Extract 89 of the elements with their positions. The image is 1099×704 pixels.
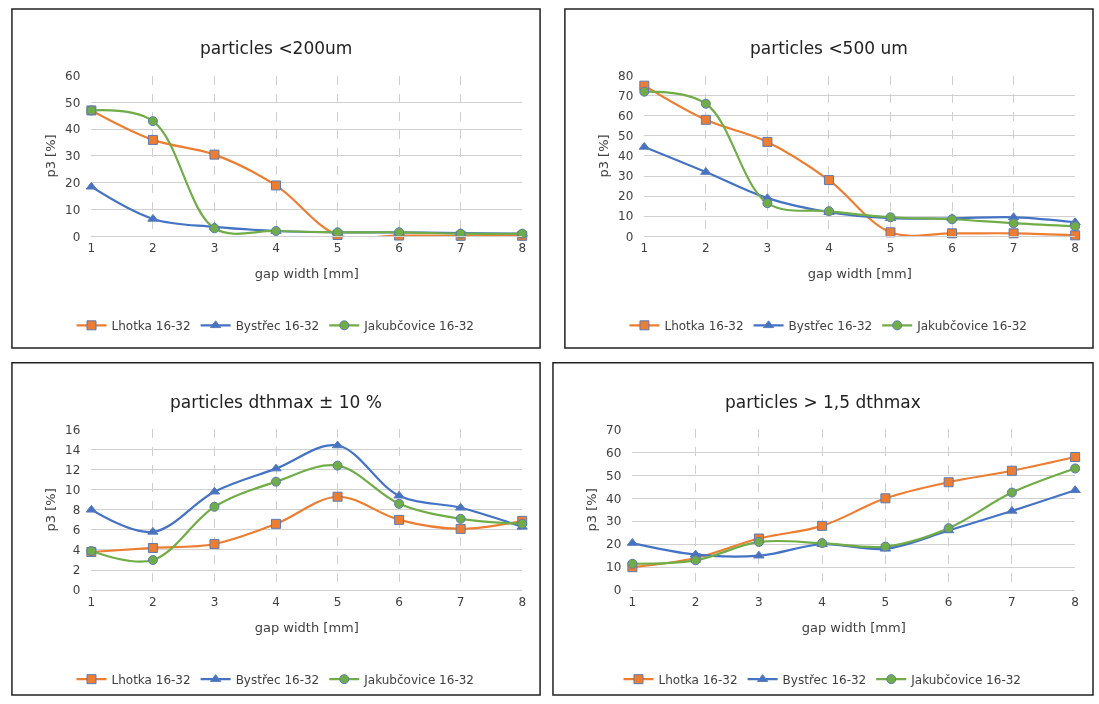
y-tick-label: 50 <box>65 95 81 110</box>
x-tick-label: 8 <box>1071 594 1079 609</box>
x-tick-label: 6 <box>948 240 956 255</box>
y-tick-label: 60 <box>65 68 81 83</box>
y-tick-label: 60 <box>618 108 634 123</box>
y-tick-label: 12 <box>65 462 81 477</box>
y-tick-label: 30 <box>618 169 634 184</box>
x-tick-label: 8 <box>518 240 527 255</box>
y-tick-label: 60 <box>606 445 622 460</box>
x-tick-label: 1 <box>87 240 96 255</box>
y-tick-label: 14 <box>65 442 81 457</box>
y-tick-label: 16 <box>65 422 81 437</box>
legend-label: Jakubčovice 16-32 <box>363 672 474 687</box>
x-tick-label: 6 <box>944 594 953 609</box>
y-tick-label: 70 <box>606 422 622 437</box>
legend-label: Bystřec 16-32 <box>788 319 873 334</box>
legend-label: Lhotka 16-32 <box>111 672 191 687</box>
x-tick-label: 4 <box>818 594 826 609</box>
x-tick-label: 6 <box>395 594 403 609</box>
y-tick-label: 0 <box>625 229 634 244</box>
legend-label: Jakubčovice 16-32 <box>916 319 1027 334</box>
x-tick-label: 5 <box>333 594 342 609</box>
x-tick-label: 7 <box>456 594 465 609</box>
x-tick-label: 4 <box>272 594 280 609</box>
y-tick-label: 50 <box>618 129 634 144</box>
y-tick-label: 20 <box>65 175 81 190</box>
y-axis-title: p3 [%] <box>43 134 59 178</box>
legend-label: Bystřec 16-32 <box>235 319 320 334</box>
y-axis-title: p3 [%] <box>43 488 59 532</box>
x-tick-label: 8 <box>518 594 527 609</box>
x-tick-label: 5 <box>881 594 890 609</box>
y-tick-label: 8 <box>72 503 81 517</box>
x-tick-label: 4 <box>825 240 833 255</box>
x-axis-title: gap width [mm] <box>254 620 359 636</box>
x-tick-label: 5 <box>886 240 895 255</box>
y-tick-label: 10 <box>65 202 81 217</box>
x-axis-title: gap width [mm] <box>254 266 359 282</box>
x-tick-label: 3 <box>763 240 772 255</box>
y-tick-label: 0 <box>72 229 81 244</box>
y-tick-label: 0 <box>613 583 622 598</box>
x-tick-label: 3 <box>210 240 219 255</box>
legend-label: Bystřec 16-32 <box>782 672 867 687</box>
y-tick-label: 80 <box>618 68 634 83</box>
x-tick-label: 8 <box>1071 240 1079 255</box>
x-tick-label: 1 <box>628 594 637 609</box>
y-tick-label: 50 <box>606 468 622 483</box>
x-tick-label: 2 <box>691 594 700 609</box>
x-tick-label: 2 <box>702 240 710 255</box>
legend-label: Bystřec 16-32 <box>235 672 320 687</box>
y-tick-label: 0 <box>72 583 81 598</box>
x-tick-label: 3 <box>210 594 219 609</box>
x-axis-title: gap width [mm] <box>801 620 906 636</box>
x-tick-label: 1 <box>87 594 96 609</box>
chart-title: particles <200um <box>200 38 353 58</box>
y-tick-label: 30 <box>65 149 81 164</box>
y-tick-label: 20 <box>618 189 634 204</box>
y-tick-label: 10 <box>65 482 81 497</box>
x-tick-label: 3 <box>755 594 763 609</box>
y-tick-label: 6 <box>72 523 81 538</box>
y-tick-label: 4 <box>72 543 81 558</box>
legend-label: Jakubčovice 16-32 <box>363 319 474 334</box>
y-tick-label: 40 <box>65 122 81 137</box>
x-tick-label: 6 <box>395 240 403 255</box>
x-axis-title: gap width [mm] <box>807 266 912 282</box>
y-tick-label: 10 <box>606 560 622 575</box>
chart-title: particles <500 um <box>750 38 908 58</box>
y-axis-title: p3 [%] <box>595 134 611 178</box>
x-tick-label: 4 <box>272 240 280 255</box>
y-tick-label: 70 <box>618 88 634 103</box>
legend-label: Lhotka 16-32 <box>664 319 744 334</box>
x-tick-label: 1 <box>640 240 649 255</box>
x-tick-label: 2 <box>149 240 157 255</box>
legend-label: Jakubčovice 16-32 <box>910 672 1021 687</box>
y-tick-label: 20 <box>606 537 622 552</box>
legend-label: Lhotka 16-32 <box>111 319 191 334</box>
y-tick-label: 2 <box>72 563 81 578</box>
legend-label: Lhotka 16-32 <box>658 672 738 687</box>
y-tick-label: 10 <box>618 209 634 224</box>
chart-title: particles dthmax ± 10 % <box>170 392 382 412</box>
x-tick-label: 5 <box>333 240 342 255</box>
y-tick-label: 40 <box>618 149 634 164</box>
x-tick-label: 7 <box>456 240 465 255</box>
x-tick-label: 7 <box>1008 594 1016 609</box>
y-tick-label: 40 <box>606 491 622 506</box>
y-tick-label: 30 <box>606 514 622 529</box>
x-tick-label: 7 <box>1009 240 1018 255</box>
y-axis-title: p3 [%] <box>584 488 600 532</box>
chart-title: particles > 1,5 dthmax <box>725 392 921 412</box>
x-tick-label: 2 <box>149 594 157 609</box>
